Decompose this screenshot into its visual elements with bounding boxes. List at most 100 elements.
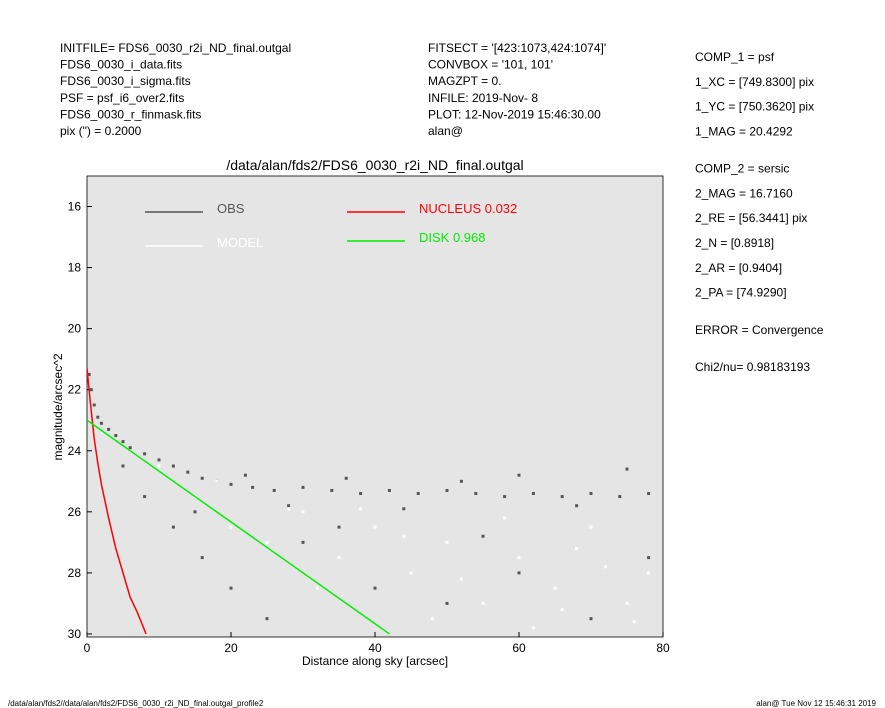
data-point [330,488,334,492]
data-point [200,476,204,480]
component-line: ERROR = Convergence [695,323,824,337]
data-point [89,388,93,392]
component-line: 2_MAG = 16.7160 [695,186,793,200]
plot-area [86,175,664,638]
header-line: pix (") = 0.2000 [60,124,142,138]
y-tick-label: 22 [68,383,82,397]
data-point [337,556,341,560]
legend-label: OBS [217,201,245,216]
data-point [409,571,413,575]
header-line: FDS6_0030_i_sigma.fits [60,74,191,88]
header-line: PLOT: 12-Nov-2019 15:46:30.00 [428,107,601,121]
data-point [87,372,91,376]
data-point [186,470,190,474]
data-point [431,617,435,621]
data-point [315,586,319,590]
header-line: FITSECT = '[423:1073,424:1074]' [428,41,606,55]
data-point [99,421,103,425]
data-point [445,540,449,544]
x-tick-label: 20 [224,641,238,655]
data-point [301,540,305,544]
data-point [229,482,233,486]
data-point [416,492,420,496]
chart-title: /data/alan/fds2/FDS6_0030_r2i_ND_final.o… [226,157,523,173]
legend-label: MODEL [217,235,263,250]
footer-left: /data/alan/fds2//data/alan/fds2/FDS6_003… [8,699,264,708]
component-line: COMP_1 = psf [695,50,775,64]
y-tick-label: 30 [68,627,82,641]
data-point [287,507,291,511]
y-tick-label: 28 [68,566,82,580]
data-point [265,617,269,621]
component-line: 2_PA = [74.9290] [695,286,787,300]
plot-marks [87,368,651,635]
header-line: INITFILE= FDS6_0030_r2i_ND_final.outgal [60,41,291,55]
data-point [560,495,564,499]
data-point [459,577,463,581]
data-point [647,556,651,560]
data-point [575,504,579,508]
data-point [373,586,377,590]
data-point [229,525,233,529]
data-point [517,571,521,575]
data-point [121,440,125,444]
data-point [359,492,363,496]
data-point [459,479,463,483]
x-axis-label: Distance along sky [arcsec] [302,654,448,668]
data-point [96,415,100,419]
data-point [171,464,175,468]
data-point [121,464,125,468]
header-line: INFILE: 2019-Nov- 8 [428,91,538,105]
data-point [114,434,118,438]
data-point [553,586,557,590]
data-point [229,586,233,590]
header-line: alan@ [428,124,463,138]
data-point [157,464,161,468]
x-tick-label: 60 [512,641,526,655]
data-point [337,525,341,529]
data-point [359,507,363,511]
component-line: 1_XC = [749.8300] pix [695,75,814,89]
data-point [618,495,622,499]
y-tick-label: 24 [68,444,82,458]
data-point [373,525,377,529]
y-axis-label: magnitude/arcsec^2 [51,353,65,460]
data-point [517,556,521,560]
data-point [589,525,593,529]
y-tick-label: 18 [68,261,82,275]
data-point [647,571,651,575]
data-point [287,504,291,508]
component-line: 2_AR = [0.9404] [695,261,782,275]
data-point [445,488,449,492]
data-point [402,507,406,511]
data-point [200,556,204,560]
data-point [445,601,449,605]
data-point [301,485,305,489]
data-point [265,540,269,544]
data-point [474,492,478,496]
component-line: 1_YC = [750.3620] pix [695,100,814,114]
data-point [625,601,629,605]
data-point [128,446,132,450]
data-point [481,601,485,605]
x-tick-label: 80 [656,641,670,655]
data-point [560,608,564,612]
data-point [517,473,521,477]
y-tick-label: 26 [68,505,82,519]
data-point [481,534,485,538]
header-line: PSF = psf_i6_over2.fits [60,91,184,105]
data-point [92,403,96,407]
footer-right: alan@ Tue Nov 12 15:46:31 2019 [756,699,876,708]
data-point [625,467,629,471]
data-point [301,510,305,514]
y-tick-label: 20 [68,322,82,336]
data-point [575,546,579,550]
data-point [531,626,535,630]
legend-label: DISK 0.968 [419,230,486,245]
header-line: MAGZPT = 0. [428,74,501,88]
header-line: FDS6_0030_r_finmask.fits [60,107,201,121]
header-line: CONVBOX = '101, 101' [428,58,553,72]
data-point [344,476,348,480]
data-point [143,452,147,456]
